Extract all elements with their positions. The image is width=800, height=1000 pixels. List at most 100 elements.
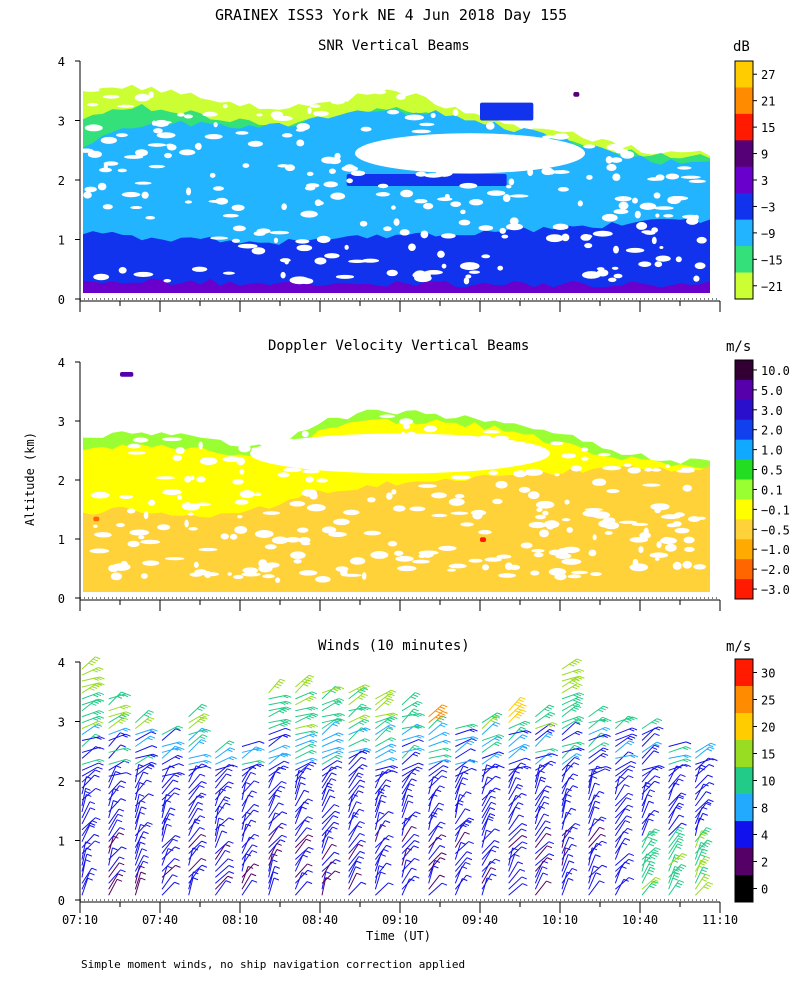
missing-data-gap [333,518,350,526]
wind-barb [454,771,464,789]
wind-barb [641,766,658,777]
missing-data-gap [592,534,597,541]
wind-barb-feather [199,844,205,848]
wind-barb-feather [443,765,449,769]
missing-data-gap [299,570,318,576]
wind-barb-feather [572,785,578,789]
wind-barb [481,818,489,836]
wind-barb-feather [648,863,655,867]
wind-barb [81,825,91,842]
wind-barb-feather [125,733,131,737]
wind-barb-feather [98,698,105,702]
wind-barb [561,757,575,771]
wind-barb-feather [274,865,280,869]
wind-barb-feather [199,706,205,709]
wind-barb-feather [306,676,312,680]
wind-barb-feather [707,839,713,843]
missing-data-gap [397,565,417,572]
wind-barb [214,785,228,801]
wind-barb-feather [85,787,91,791]
wind-barb [215,865,230,878]
wind-barb-feather [356,860,362,864]
wind-barb-feather [574,702,581,706]
wind-barb-feather [471,767,477,771]
wind-barb-feather [228,871,235,874]
wind-barb [348,764,363,777]
wind-barb-feather [286,694,292,698]
wind-barb-feather [520,696,526,700]
missing-data-gap [387,109,400,115]
wind-barb-feather [469,729,475,733]
missing-data-gap [693,564,706,570]
altitude-tick-label: 0 [58,592,65,606]
wind-barb-feather [337,700,343,704]
wind-barb-feather [439,724,446,728]
wind-barb-feather [95,769,101,773]
wind-barb [561,878,569,896]
missing-data-gap [237,243,258,249]
wind-barb-feather [435,716,441,720]
wind-barb [588,791,600,807]
wind-barb-feather [411,710,417,714]
missing-data-gap [235,131,249,135]
wind-barb-feather [385,729,392,733]
wind-barb [268,822,282,837]
wind-barb-feather [90,807,96,811]
wind-barb-feather [602,728,608,732]
wind-barb-feather [439,785,445,789]
wind-barb [614,879,625,896]
wind-barb-feather [542,866,548,870]
wind-barb-feather [515,777,521,781]
wind-barb-feather [418,739,424,743]
wind-barb-feather [629,717,635,721]
wind-barb-feather [517,861,524,865]
wind-barb [561,785,574,801]
wind-barb [321,765,338,777]
missing-data-gap [400,189,414,198]
wind-barb-feather [334,851,340,855]
wind-barb-feather [385,692,391,696]
wind-barb [214,880,227,896]
missing-data-gap [172,454,183,462]
wind-barb-feather [546,706,552,710]
colorbar-label: 2.0 [761,424,783,438]
missing-data-gap [335,274,355,279]
wind-barb-feather [674,865,680,869]
missing-data-gap [133,437,149,443]
missing-data-gap [656,541,662,549]
wind-barb-feather [574,720,581,724]
wind-barb-feather [311,733,318,737]
wind-barb-feather [524,743,530,747]
wind-barb-feather [407,794,414,798]
wind-barb-feather [526,730,532,734]
wind-barb [108,862,120,878]
missing-data-gap [387,541,398,547]
missing-data-gap [284,259,289,265]
wind-barb [321,810,336,825]
missing-data-gap [231,204,245,211]
wind-barb-feather [283,719,289,723]
wind-barb [615,733,633,742]
wind-barb [214,830,223,848]
wind-barb-feather [332,723,338,727]
wind-barb [294,782,301,801]
wind-barb [214,768,228,783]
wind-barb-feather [439,874,445,878]
wind-barb-feather [304,819,310,823]
missing-data-gap [501,234,509,239]
wind-barb-feather [468,841,474,845]
colorbar-swatch [735,87,753,115]
wind-barb-feather [120,869,126,873]
missing-data-gap [580,456,589,461]
wind-barb-feather [386,700,392,704]
wind-barb-feather [705,802,712,806]
wind-barb [535,723,551,735]
wind-barb-feather [656,741,662,745]
wind-barb-feather [170,807,176,811]
wind-barb-feather [305,698,311,702]
wind-barb-feather [442,710,448,714]
wind-barb-feather [412,694,419,698]
wind-barb-feather [576,676,582,680]
wind-barb-feather [95,787,101,791]
wind-barb [321,772,332,789]
